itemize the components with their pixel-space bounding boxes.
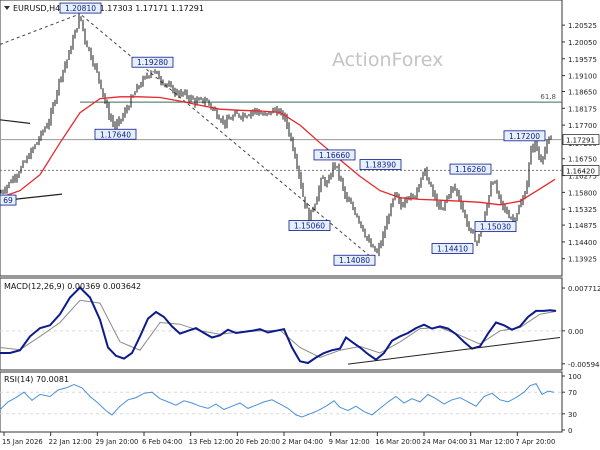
rsi-line — [0, 382, 555, 418]
price-panel-frame — [0, 0, 563, 277]
current-price-tag — [562, 134, 600, 146]
price-tick-label: 1.17700 — [568, 122, 597, 130]
time-tick-label: 29 Jan 20:00 — [95, 438, 138, 446]
time-tick-label: 31 Mar 12:00 — [469, 438, 514, 446]
price-tick-label: 1.20050 — [568, 39, 597, 47]
moving-average-line — [0, 96, 556, 206]
price-annotation-box — [474, 221, 517, 233]
price-annotation-box — [313, 149, 356, 161]
price-annotation-label: 69 — [3, 196, 13, 205]
watermark: ActionForex — [332, 49, 443, 71]
price-annotation-box — [333, 254, 376, 266]
price-annotation-label: 1.16260 — [455, 165, 486, 174]
macd-title: MACD(12,26,9) 0.00369 0.003642 — [4, 282, 141, 291]
time-tick-label: 22 Jan 12:00 — [49, 438, 92, 446]
price-tick-label: 1.18175 — [568, 105, 597, 113]
price-annotation-label: 1.15030 — [480, 223, 511, 232]
price-tick-label: 1.19100 — [568, 73, 597, 81]
time-tick-label: 15 Jan 2026 — [2, 438, 43, 446]
price-annotation-label: 1.20810 — [65, 4, 96, 13]
macd-panel: MACD(12,26,9) 0.00369 0.003642 0.0077120… — [0, 277, 600, 371]
rsi-series — [0, 382, 555, 418]
price-tick-label: 1.14875 — [568, 222, 597, 230]
price-annotation-label: 1.17640 — [100, 130, 131, 139]
price-panel: EURUSD,H4 1.17204 1.17303 1.17171 1.1729… — [0, 0, 600, 277]
price-tick-label: 1.16275 — [568, 173, 597, 181]
price-tick-label: 1.20525 — [568, 22, 597, 30]
price-annotation-label: 1.19280 — [137, 58, 168, 67]
macd-trendline — [347, 336, 561, 365]
price-annotation-box — [288, 220, 331, 231]
rsi-gridlines — [0, 391, 562, 415]
price-annotation-label: 1.14410 — [437, 245, 468, 254]
price-annotation-label: 1.17200 — [509, 132, 540, 141]
time-tick-label: 24 Mar 04:00 — [422, 438, 467, 446]
price-tick-label: 1.14400 — [568, 239, 597, 247]
time-tick-label: 13 Feb 12:00 — [189, 438, 234, 446]
macd-panel-frame — [0, 277, 563, 371]
price-annotations: 1.20810 1.19280 1.17640 1.16660 1.18390 1.162… — [0, 2, 546, 266]
rsi-tick-label: 0 — [568, 427, 572, 435]
price-overlays: 61.8 — [0, 14, 562, 259]
symbol-dropdown-icon[interactable] — [4, 6, 10, 10]
time-tick-label: 9 Mar 12:00 — [329, 438, 370, 446]
rsi-tick-label: 30 — [568, 411, 577, 419]
support-level-tag — [562, 165, 600, 176]
time-tick-label: 16 Mar 20:00 — [375, 438, 420, 446]
price-annotation-label: 1.15060 — [294, 222, 325, 231]
price-annotation-box — [431, 243, 474, 254]
symbol-label: EURUSD,H4 — [13, 4, 60, 13]
current-price-tag-label: 1.17291 — [566, 137, 595, 145]
price-annotation-label: 1.18390 — [365, 160, 396, 169]
rsi-panel: RSI(14) 70.0081 100 70 30 0 — [0, 371, 581, 435]
macd-axis: 0.007712 0.00 -0.005944 — [562, 285, 600, 369]
rsi-title: RSI(14) 70.0081 — [4, 375, 69, 384]
rsi-tick-label: 70 — [568, 389, 577, 397]
rsi-tick-label: 100 — [568, 373, 581, 381]
time-tick-label: 6 Feb 04:00 — [142, 438, 182, 446]
macd-tick-label: -0.005944 — [568, 361, 600, 369]
price-annotation-box — [503, 130, 546, 142]
ohlc-values: 1.17204 1.17303 1.17171 1.17291 — [64, 4, 204, 13]
price-annotation-box — [449, 163, 492, 175]
fib-level-label: 61.8 — [540, 93, 556, 101]
time-tick-label: 2 Mar 04:00 — [282, 438, 323, 446]
price-annotation-box — [59, 2, 102, 14]
price-tick-label: 1.15325 — [568, 206, 597, 214]
price-annotation-box — [94, 128, 137, 140]
price-tick-label: 1.19575 — [568, 56, 597, 64]
price-annotation-label: 1.16660 — [319, 151, 350, 160]
price-annotation-box — [359, 159, 402, 170]
price-tick-label: 1.13925 — [568, 256, 597, 264]
macd-tick-label: 0.00 — [568, 328, 584, 336]
price-series — [0, 12, 556, 257]
macd-tick-label: 0.007712 — [568, 285, 600, 293]
rsi-panel-frame — [0, 371, 563, 433]
trendline-rising — [0, 14, 77, 45]
price-tick-label: 1.15800 — [568, 189, 597, 197]
macd-line — [0, 286, 557, 365]
time-axis: 15 Jan 2026 22 Jan 12:00 29 Jan 20:00 6 Feb… — [2, 432, 555, 446]
price-tick-label: 1.16750 — [568, 156, 597, 164]
price-annotation-box — [0, 194, 17, 206]
price-tick-label: 1.18650 — [568, 89, 597, 97]
price-axis: 1.20525 1.20050 1.19575 1.19100 1.18650 1.181… — [562, 22, 600, 264]
price-annotation-label: 1.14080 — [339, 256, 370, 265]
trendline-falling — [81, 15, 373, 259]
support-level-tag-label: 1.16420 — [566, 167, 595, 175]
macd-series — [0, 286, 561, 365]
price-annotation-box — [131, 56, 174, 68]
time-tick-label: 20 Feb 20:00 — [235, 438, 280, 446]
time-tick-label: 7 Apr 20:00 — [515, 438, 555, 446]
rsi-axis: 100 70 30 0 — [562, 373, 581, 435]
resistance-stub-line — [0, 119, 31, 124]
